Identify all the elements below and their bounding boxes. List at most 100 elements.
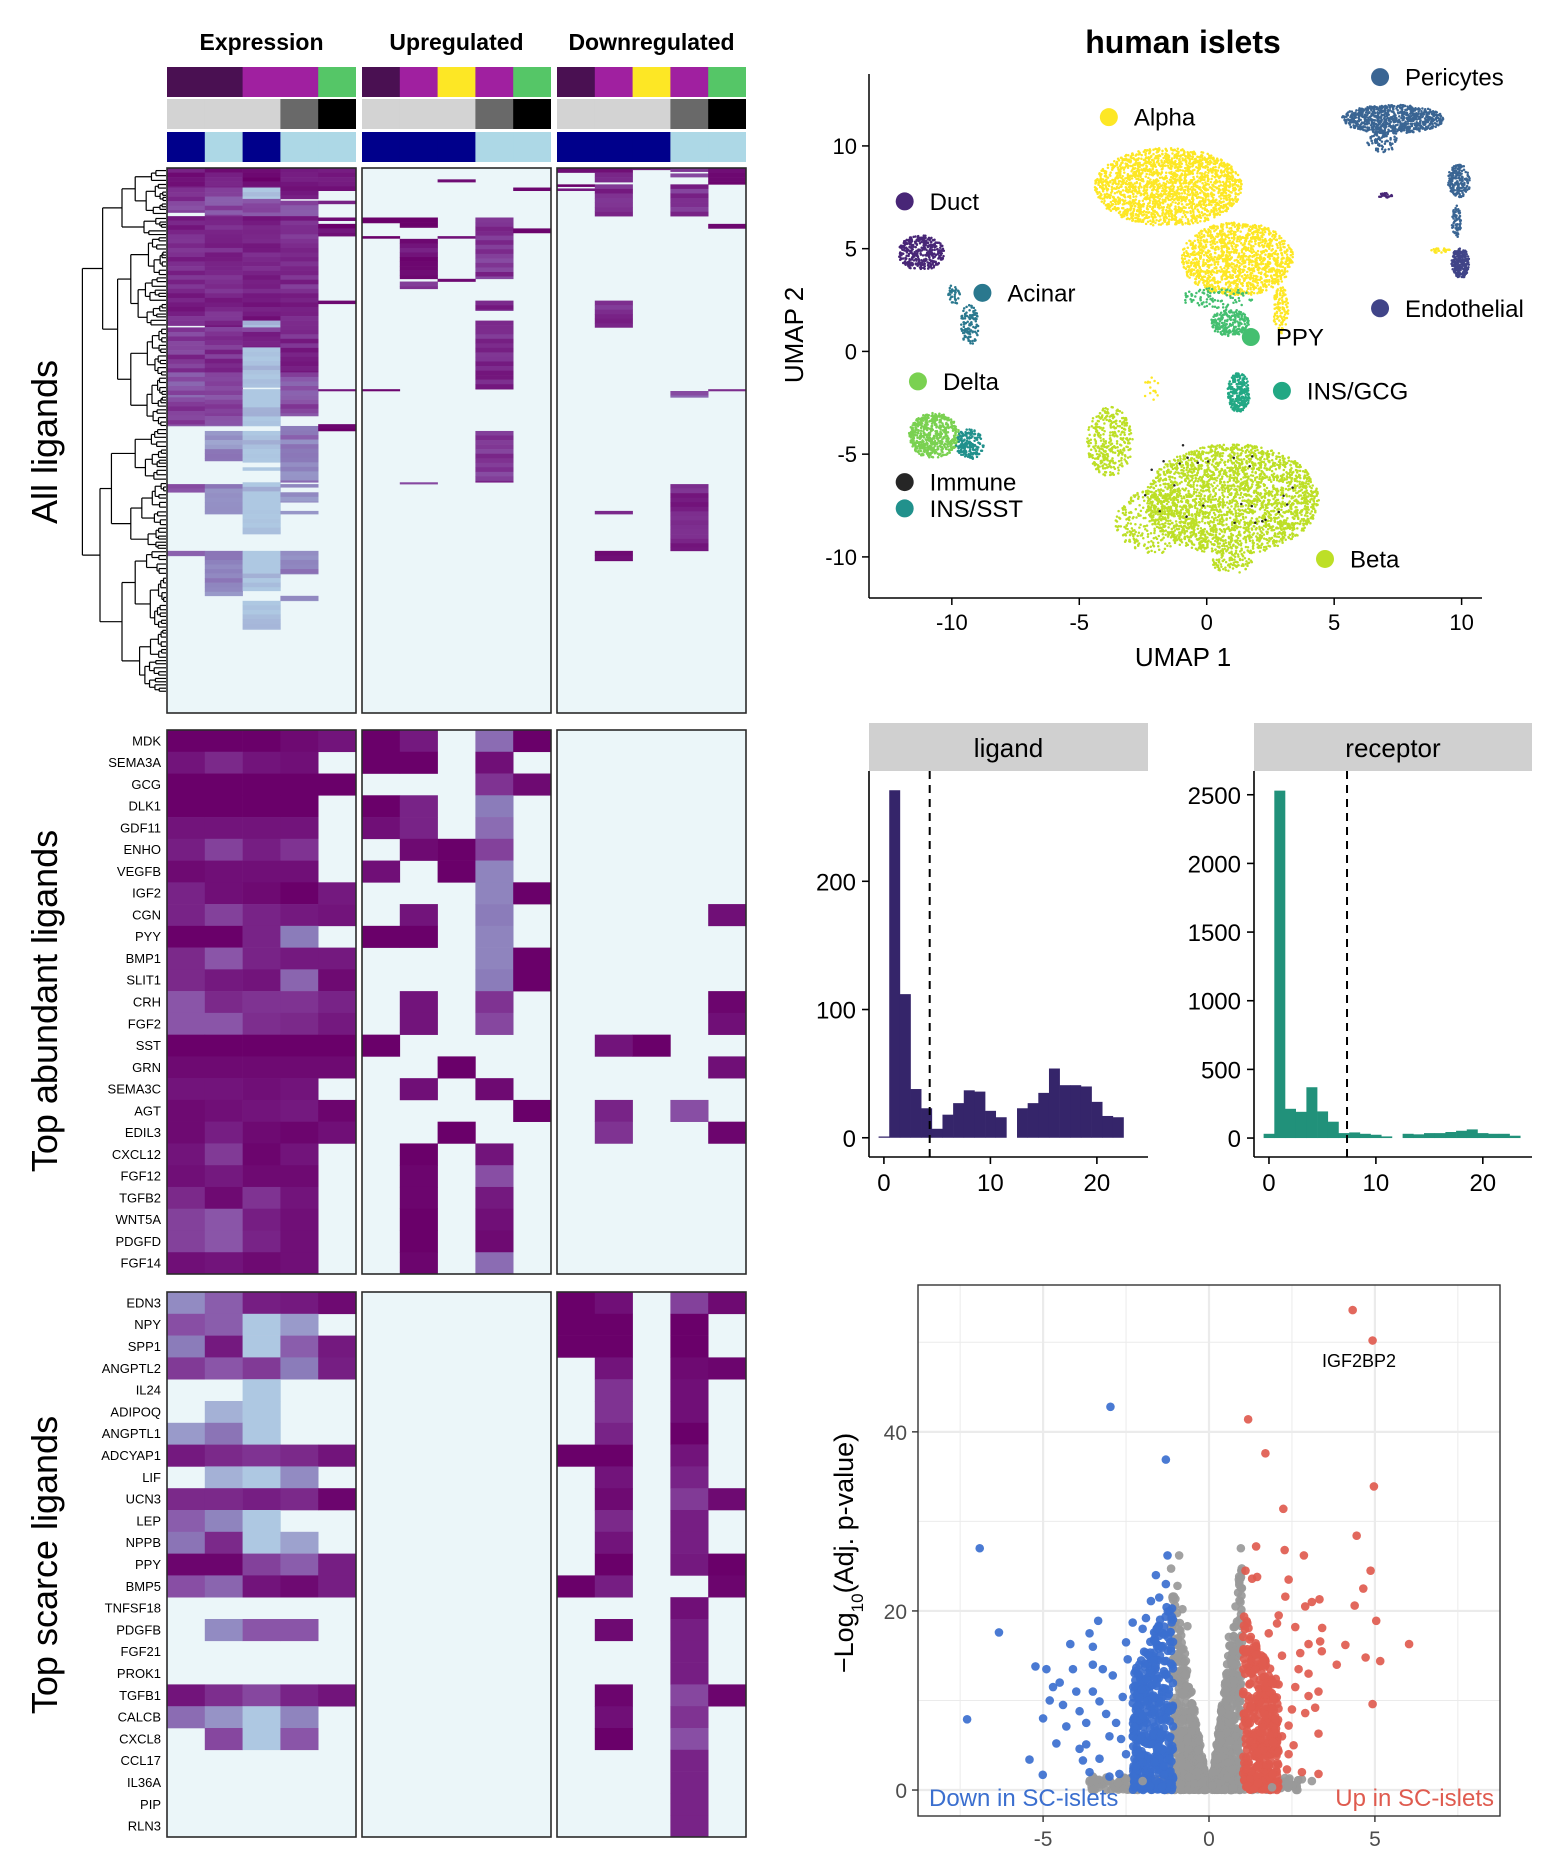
umap-point-beta [1221, 448, 1224, 451]
umap-point-beta [1126, 521, 1130, 525]
umap-point-beta [1255, 517, 1259, 521]
heatmap-cell [242, 1099, 281, 1122]
umap-point-beta [1126, 445, 1129, 449]
heatmap-cell [280, 404, 319, 410]
umap-point-beta [1237, 461, 1241, 465]
heatmap-cell [594, 1510, 633, 1533]
umap-point-beta [1166, 519, 1170, 523]
umap-point-beta [1251, 480, 1255, 484]
umap-point-beta [1169, 475, 1172, 479]
heatmap-cell [242, 252, 281, 258]
umap-point-beta [1233, 528, 1237, 532]
heatmap-cell [280, 1728, 319, 1751]
heatmap-cell [594, 1292, 633, 1315]
row-label: GRN [132, 1060, 161, 1075]
umap-point-beta [1306, 507, 1309, 511]
umap-point-beta [1265, 454, 1269, 457]
umap-point-beta [1237, 454, 1240, 458]
umap-point-beta [1154, 523, 1157, 526]
heatmap-cell [475, 1165, 514, 1188]
umap-point-beta [1183, 472, 1187, 476]
heatmap-cell [242, 1012, 281, 1035]
umap-point-beta [1108, 434, 1112, 437]
umap-point-beta [1194, 479, 1197, 483]
umap-point-beta [1278, 540, 1281, 543]
heatmap-cell [204, 247, 243, 253]
umap-point-beta [1163, 547, 1167, 551]
umap-point-alpha [1165, 180, 1169, 183]
heatmap-cell [280, 186, 319, 192]
row-label: ANGPTL2 [102, 1361, 161, 1376]
umap-point-beta [1221, 483, 1224, 487]
heatmap-cell [594, 1379, 633, 1402]
heatmap-cell [242, 212, 281, 217]
heatmap-cell [167, 381, 206, 387]
umap-point-beta [1265, 537, 1268, 541]
umap-point-beta [1188, 467, 1192, 471]
heatmap-cell [475, 925, 514, 948]
heatmap-cell [242, 751, 281, 774]
umap-point-beta [1288, 494, 1291, 498]
umap-point-beta [1187, 458, 1190, 462]
heatmap-cell [167, 1078, 206, 1101]
heatmap-cell [318, 1099, 357, 1122]
umap-point-beta [1276, 532, 1280, 535]
umap-point-beta [1241, 486, 1245, 490]
heatmap-cell [204, 497, 243, 503]
umap-point-beta [1202, 489, 1205, 493]
umap-point-beta [1254, 456, 1258, 460]
heatmap-cell [242, 1728, 281, 1751]
umap-point-beta [1203, 446, 1206, 450]
heatmap-cell [670, 1597, 709, 1620]
heatmap-cell [475, 471, 514, 477]
umap-point-beta [1194, 497, 1198, 501]
heatmap-cell [167, 302, 206, 308]
umap-point-beta [1198, 497, 1202, 501]
umap-point-beta [1229, 473, 1232, 477]
umap-point-beta [1119, 525, 1123, 528]
umap-point-beta [1115, 442, 1119, 445]
heatmap-cell [318, 223, 357, 229]
heatmap-cell [204, 925, 243, 948]
umap-point-beta [1188, 479, 1192, 483]
umap-point-beta [1238, 571, 1241, 574]
heatmap-cell [242, 1121, 281, 1144]
heatmap-cell [204, 205, 243, 211]
umap-point-beta [1123, 505, 1127, 509]
umap-point-beta [1238, 521, 1241, 524]
heatmap-panel-expression [166, 167, 357, 714]
umap-point-beta [1194, 533, 1198, 536]
heatmap-cell [362, 751, 401, 774]
umap-point-beta [1178, 505, 1182, 508]
umap-point-beta [1202, 485, 1205, 489]
umap-point-beta [1256, 536, 1259, 540]
umap-point-beta [1174, 520, 1178, 523]
heatmap-cell [594, 314, 633, 320]
umap-point-beta [1276, 522, 1280, 525]
umap-point-beta [1307, 518, 1310, 522]
umap-point-beta [1170, 521, 1174, 525]
heatmap-cell [475, 480, 514, 483]
umap-point-beta [1211, 559, 1215, 562]
umap-point-beta [1291, 460, 1295, 463]
umap-point-beta [1284, 487, 1288, 491]
umap-point-beta [1185, 499, 1189, 503]
heatmap-cell [437, 838, 476, 861]
heatmap-cell [280, 1165, 319, 1188]
umap-point-beta [1093, 433, 1097, 436]
umap-point-beta [1248, 539, 1252, 543]
umap-point-beta [1154, 511, 1157, 514]
heatmap-cell [318, 300, 357, 305]
umap-point-beta [1280, 533, 1284, 536]
heatmap-cell [242, 374, 281, 380]
heatmap-cell [670, 493, 709, 499]
umap-point-beta [1223, 530, 1226, 534]
umap-point-beta [1087, 428, 1090, 432]
heatmap-cell [475, 730, 514, 753]
heatmap-cell [399, 751, 438, 774]
row-label: TGFB1 [119, 1688, 161, 1703]
umap-point-beta [1142, 516, 1145, 520]
heatmap-cell [280, 1208, 319, 1231]
heatmap-cell [399, 226, 438, 228]
heatmap-cell [399, 261, 438, 267]
